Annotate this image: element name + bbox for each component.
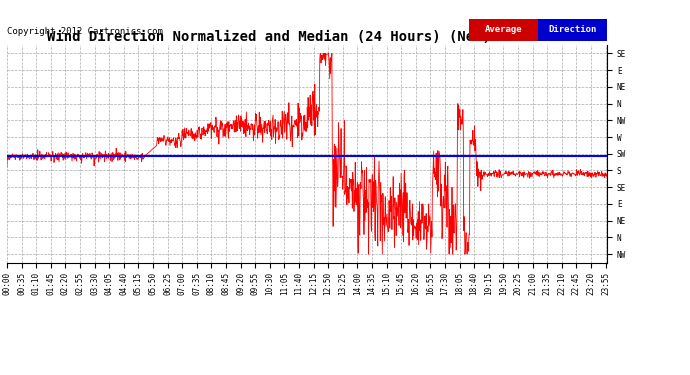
Text: Average: Average — [485, 25, 522, 34]
Text: Copyright 2012 Cartronics.com: Copyright 2012 Cartronics.com — [7, 27, 163, 36]
Title: Wind Direction Normalized and Median (24 Hours) (New) 20120819: Wind Direction Normalized and Median (24… — [48, 30, 566, 44]
Text: Direction: Direction — [549, 25, 597, 34]
FancyBboxPatch shape — [538, 19, 607, 40]
FancyBboxPatch shape — [469, 19, 538, 40]
